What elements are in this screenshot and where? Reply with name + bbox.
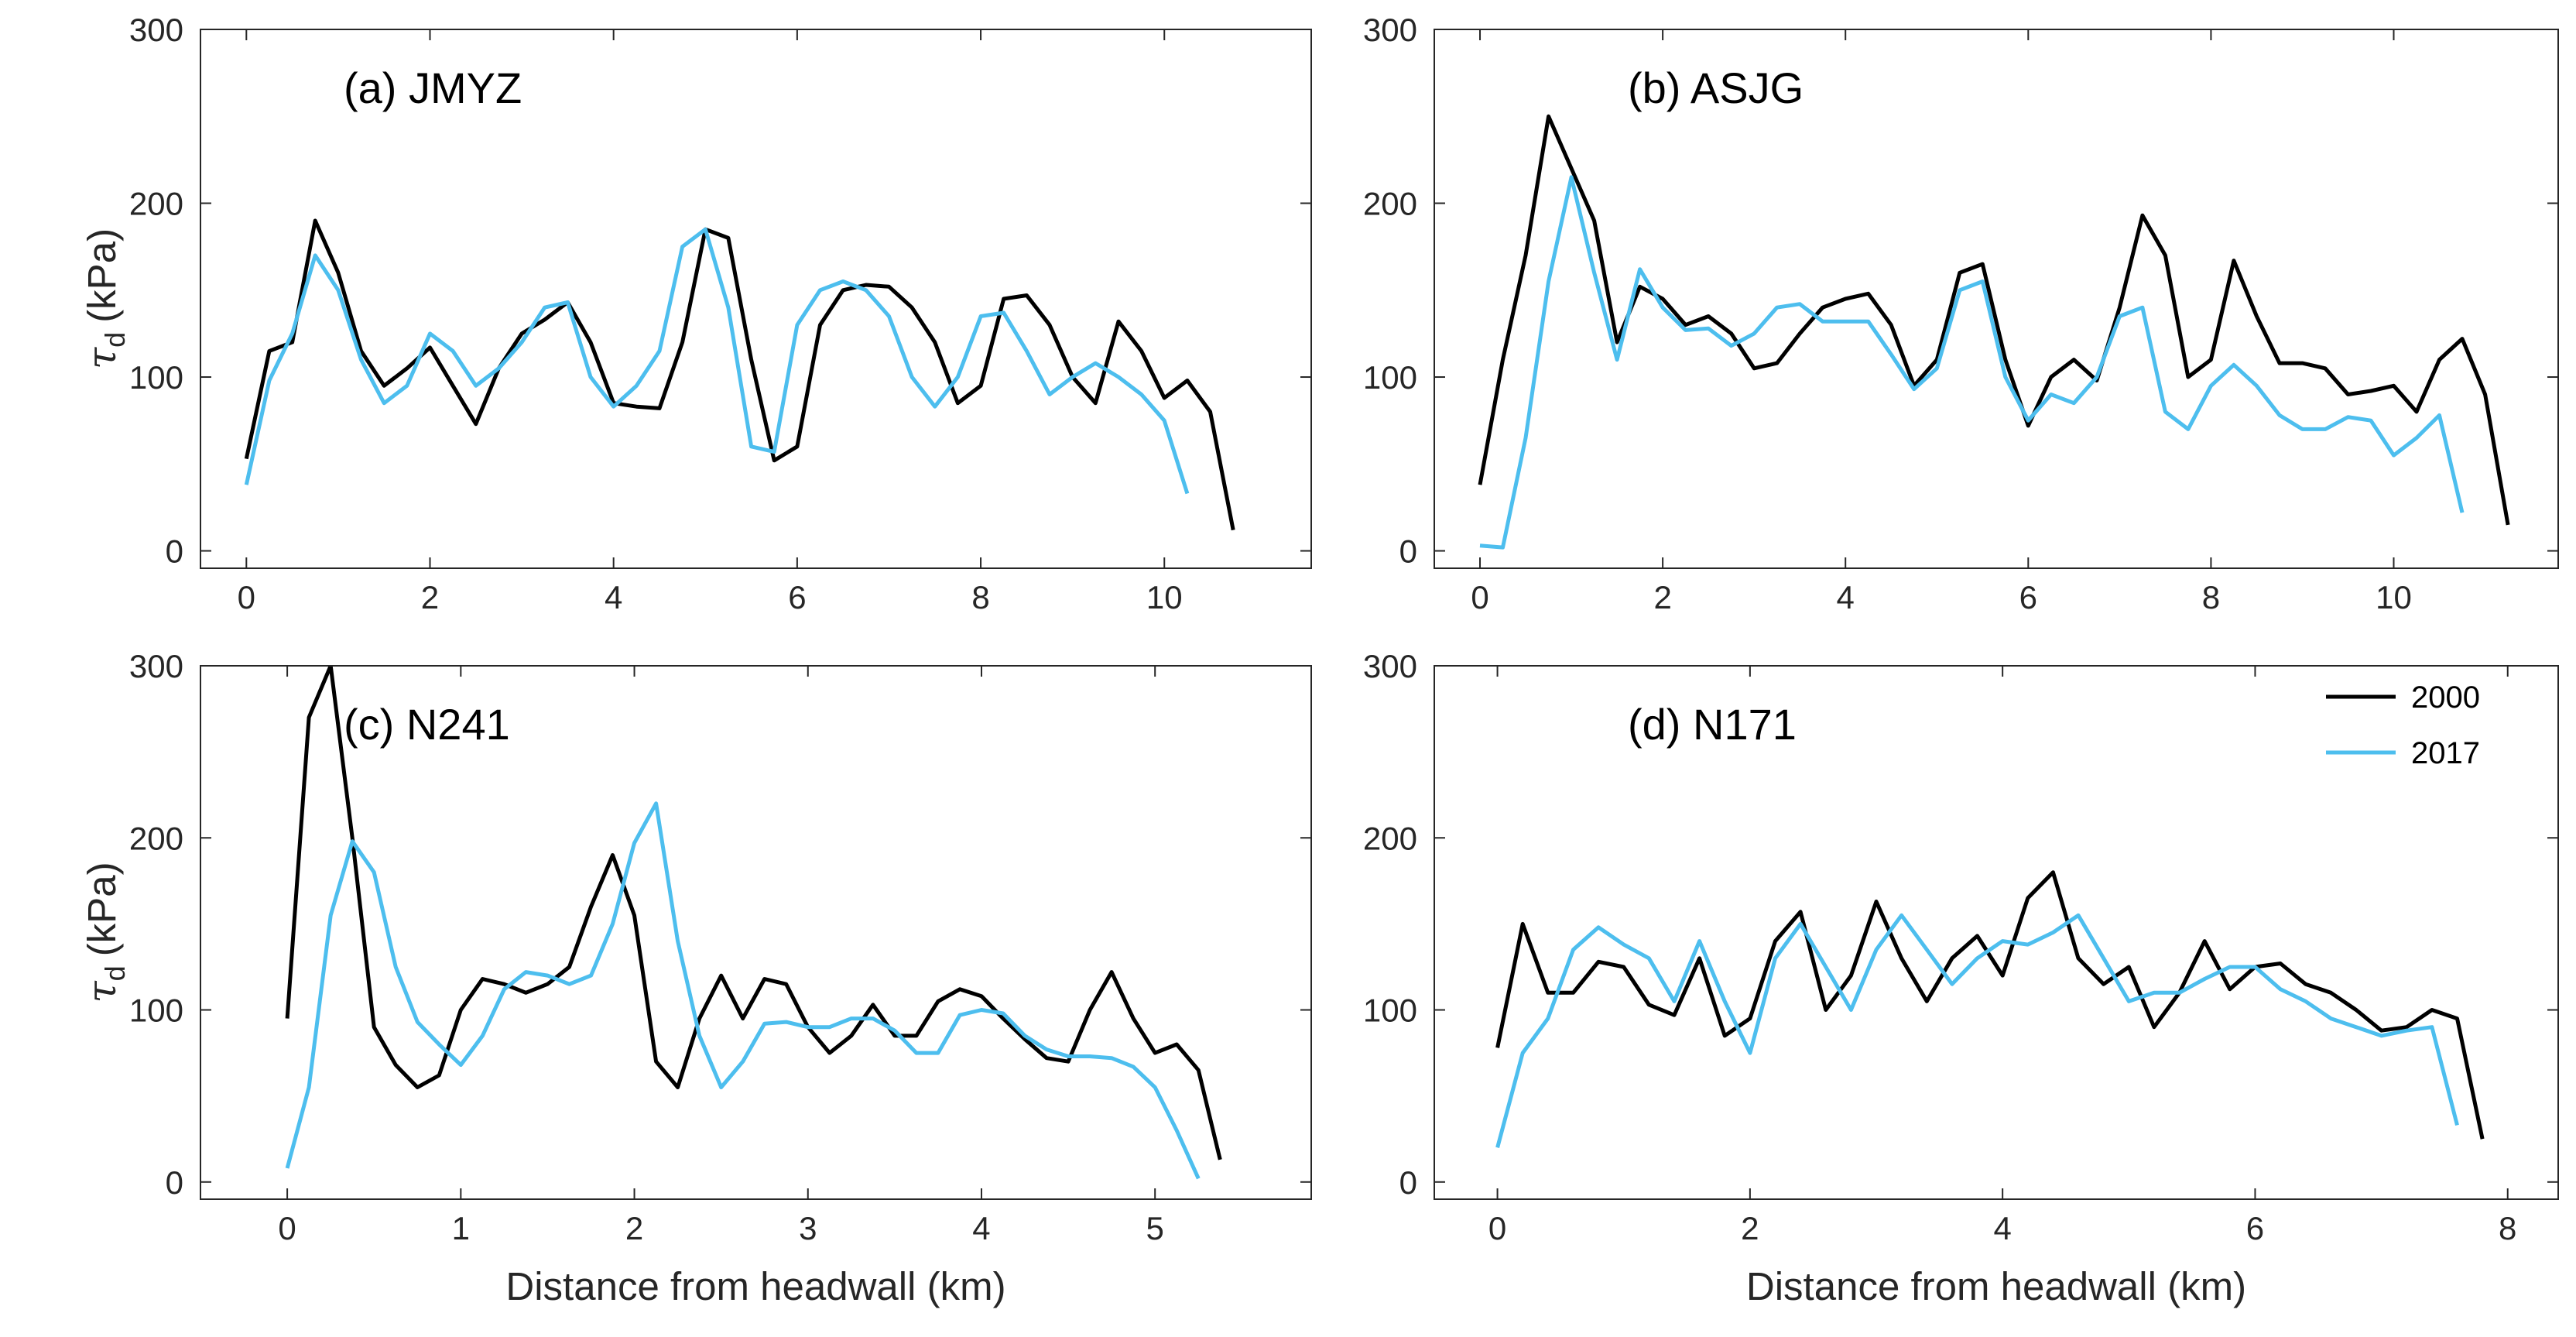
series-line: [285, 666, 1222, 1160]
y-tick-label: 200: [1363, 820, 1417, 856]
axes-box: [1434, 665, 2559, 1200]
x-tick-label: 2: [1653, 579, 1671, 615]
x-tick-label: 0: [1488, 1210, 1506, 1246]
x-tick-label: 6: [2246, 1210, 2264, 1246]
panel: 0 100 200 300 0 2 4 6 8 10 (a) JMYZ τd (kPa): [80, 12, 1312, 615]
legend-label: 2017: [2411, 736, 2480, 770]
y-tick-label: 0: [166, 533, 183, 570]
x-tick-label: 2: [625, 1210, 643, 1246]
panel: 0 100 200 300 0 2 4 6 8 (d) N171 Distance from hea…: [1363, 648, 2559, 1308]
y-tick-label: 100: [129, 992, 183, 1029]
x-tick-label: 2: [1741, 1210, 1759, 1246]
y-tick-label: 100: [1363, 992, 1417, 1029]
panel: 0 100 200 300 0 2 4 6 8 10 (b) ASJG: [1363, 12, 2559, 615]
legend-label: 2000: [2411, 680, 2480, 715]
x-tick-label: 2: [421, 579, 439, 615]
y-label-unit: (kPa): [80, 862, 124, 956]
x-tick-label: 0: [1471, 579, 1488, 615]
y-tick-label: 300: [1363, 648, 1417, 684]
axes-box: [200, 665, 1312, 1200]
x-tick-label: 3: [799, 1210, 817, 1246]
y-tick-label: 0: [1399, 533, 1417, 570]
x-tick-label: 10: [2376, 579, 2412, 615]
y-tick-label: 100: [1363, 359, 1417, 396]
x-tick-label: 4: [1993, 1210, 2011, 1246]
y-label-symbol: τ: [80, 347, 125, 369]
y-label-subscript: d: [99, 332, 131, 348]
y-axis-label: τd (kPa): [80, 228, 131, 369]
y-tick-label: 200: [1363, 186, 1417, 222]
panel-annotation: (b) ASJG: [1628, 63, 1804, 112]
y-label-subscript: d: [99, 965, 131, 981]
axes-box: [1434, 29, 2559, 569]
lines: [1495, 870, 2485, 1148]
y-tick-label: 0: [1399, 1164, 1417, 1201]
x-tick-label: 10: [1146, 579, 1183, 615]
lines: [285, 666, 1222, 1180]
y-tick-label: 300: [129, 648, 183, 684]
y-tick-label: 200: [129, 186, 183, 222]
x-tick-label: 0: [278, 1210, 296, 1246]
series-line: [1495, 870, 2485, 1140]
series-line: [285, 801, 1201, 1180]
x-tick-label: 0: [238, 579, 255, 615]
axes-box: [200, 29, 1312, 569]
y-tick-label: 100: [129, 359, 183, 396]
series-line: [1479, 175, 2465, 550]
series-line: [1495, 913, 2459, 1148]
x-tick-label: 8: [971, 579, 989, 615]
series-line: [1478, 114, 2510, 526]
x-axis-label: Distance from headwall (km): [1746, 1264, 2246, 1308]
panel-annotation: (c) N241: [344, 700, 510, 749]
lines: [244, 218, 1235, 531]
y-axis-label: τd (kPa): [80, 862, 131, 1003]
y-tick-label: 0: [166, 1164, 183, 1201]
series-line: [244, 227, 1190, 495]
x-tick-label: 6: [788, 579, 806, 615]
y-label-symbol: τ: [80, 981, 125, 1003]
panel: 0 100 200 300 0 1 2 3 4 5 (c) N241 τd (kPa) Distance …: [80, 648, 1312, 1308]
x-tick-label: 6: [2019, 579, 2037, 615]
x-tick-label: 1: [452, 1210, 470, 1246]
x-tick-label: 8: [2499, 1210, 2516, 1246]
series-line: [244, 218, 1235, 531]
panel-annotation: (a) JMYZ: [344, 63, 522, 112]
panel-annotation: (d) N171: [1628, 700, 1797, 749]
y-tick-label: 300: [129, 12, 183, 48]
x-tick-label: 8: [2202, 579, 2220, 615]
y-label-unit: (kPa): [80, 228, 124, 323]
y-tick-label: 300: [1363, 12, 1417, 48]
y-tick-label: 200: [129, 820, 183, 856]
x-axis-label: Distance from headwall (km): [505, 1264, 1005, 1308]
x-tick-label: 4: [605, 579, 622, 615]
lines: [1478, 114, 2510, 550]
x-tick-label: 4: [972, 1210, 990, 1246]
x-tick-label: 5: [1146, 1210, 1164, 1246]
x-tick-label: 4: [1837, 579, 1855, 615]
